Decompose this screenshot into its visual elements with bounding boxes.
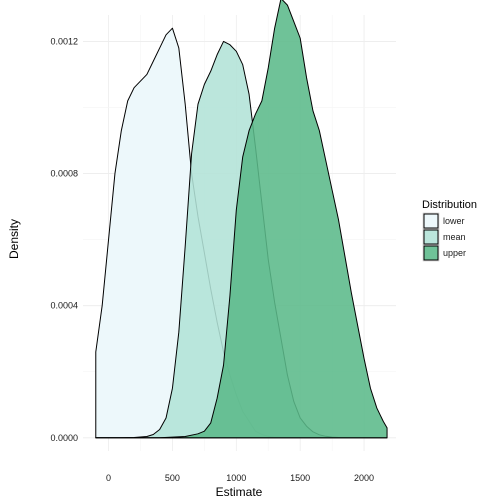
legend-label-upper: upper (443, 248, 466, 258)
x-tick-label: 2000 (354, 473, 374, 483)
y-axis: 0.0000 0.0004 0.0008 0.0012 (50, 36, 78, 442)
y-tick-label: 0.0000 (50, 433, 78, 443)
x-tick-label: 0 (106, 473, 111, 483)
legend: Distribution lower mean upper (422, 199, 477, 262)
y-tick-label: 0.0012 (50, 36, 78, 46)
density-areas (95, 0, 388, 439)
legend-item-upper: upper (422, 244, 466, 262)
density-area-upper (95, 0, 388, 439)
legend-key-upper (423, 245, 439, 261)
legend-key-mean (423, 229, 439, 245)
legend-label-mean: mean (443, 232, 466, 242)
legend-label-lower: lower (443, 216, 465, 226)
legend-title: Distribution (422, 199, 477, 211)
y-axis-title: Density (7, 219, 21, 259)
x-axis: 0 500 1000 1500 2000 (106, 473, 374, 483)
y-tick-label: 0.0004 (50, 301, 78, 311)
y-tick-label: 0.0008 (50, 169, 78, 179)
x-tick-label: 1000 (226, 473, 246, 483)
legend-item-mean: mean (422, 228, 466, 246)
legend-key-lower (423, 213, 439, 229)
x-tick-label: 1500 (290, 473, 310, 483)
x-axis-title: Estimate (216, 485, 263, 499)
x-tick-label: 500 (165, 473, 180, 483)
legend-item-lower: lower (422, 212, 465, 230)
legend-items: lower mean upper (422, 212, 466, 262)
